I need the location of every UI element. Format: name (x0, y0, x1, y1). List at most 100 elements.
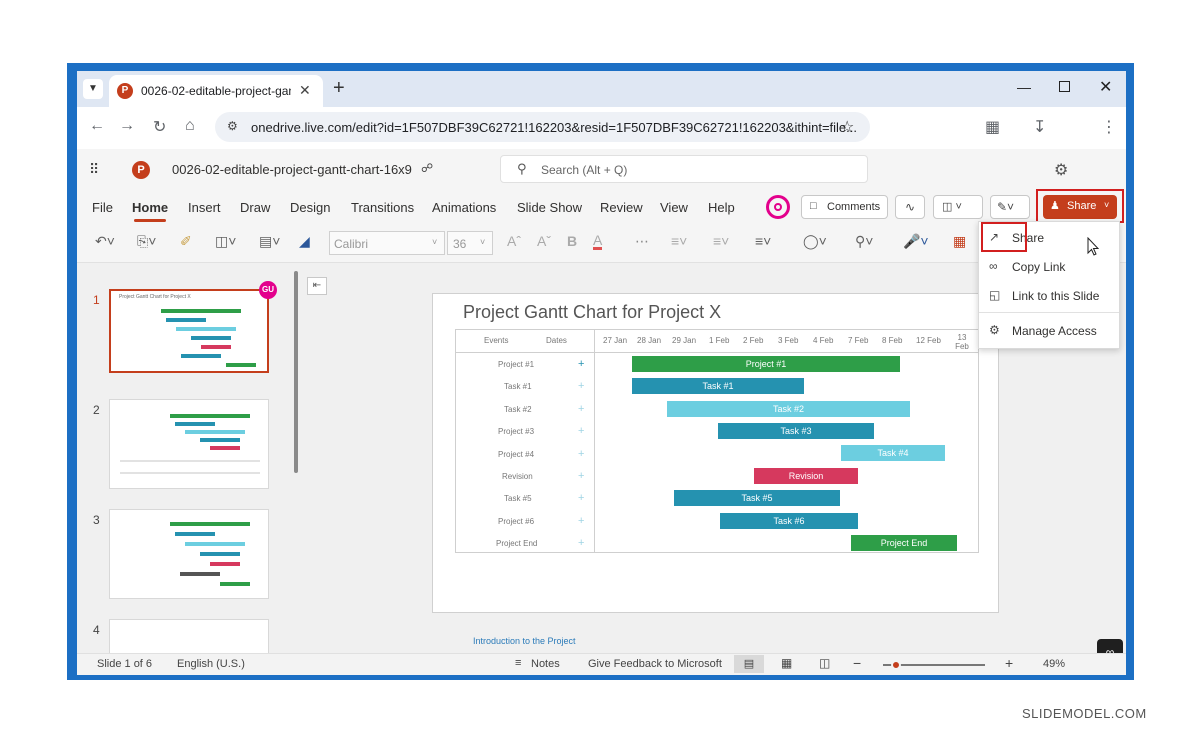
intro-link[interactable]: Introduction to the Project (473, 636, 576, 646)
add-row-icon[interactable]: + (578, 537, 585, 549)
activity-button[interactable]: ∿ (895, 195, 925, 219)
numbering-icon[interactable]: ≡˅ (713, 233, 730, 249)
tab-animations[interactable]: Animations (432, 200, 497, 215)
slide-thumbnail-2[interactable] (109, 399, 269, 489)
reload-icon[interactable]: ↻ (153, 119, 167, 136)
menu-item-link-to-slide[interactable]: ◱ Link to this Slide (979, 283, 1121, 309)
gantt-bar[interactable]: Task #1 (632, 378, 804, 394)
gantt-bar[interactable]: Revision (754, 468, 858, 484)
dictate-icon[interactable]: 🎤˅ (903, 233, 929, 249)
editing-mode-button[interactable]: ✎˅ (990, 195, 1030, 219)
slide-thumbnail-1[interactable]: Project Gantt Chart for Project X (109, 289, 269, 373)
comments-button[interactable]: □ Comments (801, 195, 888, 219)
tab-transitions[interactable]: Transitions (351, 200, 415, 215)
tab-view[interactable]: View (660, 200, 688, 215)
share-button[interactable]: ♟ Share ˅ (1043, 195, 1117, 219)
gantt-bar[interactable]: Task #2 (667, 401, 910, 417)
add-row-icon[interactable]: + (578, 492, 585, 504)
grow-font-icon[interactable]: Aˆ (507, 233, 521, 249)
language-indicator[interactable]: English (U.S.) (177, 658, 245, 670)
gantt-bar[interactable]: Task #3 (718, 423, 874, 439)
app-launcher-icon[interactable]: ⠿ (89, 161, 101, 177)
slide-title[interactable]: Project Gantt Chart for Project X (463, 302, 722, 322)
new-tab-button[interactable]: + (333, 77, 345, 99)
tab-design[interactable]: Design (290, 200, 331, 215)
menu-item-share[interactable]: ↗ Share (979, 225, 1121, 251)
settings-gear-icon[interactable]: ⚙ (1054, 162, 1069, 179)
site-settings-icon[interactable]: ⚙ (227, 119, 238, 133)
add-row-icon[interactable]: + (578, 470, 585, 482)
url-text[interactable]: onedrive.live.com/edit?id=1F507DBF39C627… (251, 120, 857, 135)
undo-icon[interactable]: ↶˅ (95, 233, 115, 249)
browser-menu-icon[interactable]: ⋮ (1101, 119, 1117, 136)
extensions-icon[interactable]: ▦ (985, 119, 1001, 136)
menu-item-manage-access[interactable]: ⚙ Manage Access (979, 318, 1121, 344)
shapes-icon[interactable]: ◯˅ (803, 233, 827, 249)
slide-canvas[interactable]: Project Gantt Chart for Project X Events… (432, 293, 999, 646)
close-window-icon[interactable]: ✕ (1099, 79, 1113, 96)
add-row-icon[interactable]: + (578, 380, 585, 392)
minimize-icon[interactable]: — (1017, 79, 1031, 95)
record-icon[interactable] (766, 195, 790, 219)
font-color-icon[interactable]: A (593, 232, 603, 250)
slide-thumbnail-3[interactable] (109, 509, 269, 599)
shrink-font-icon[interactable]: Aˇ (537, 233, 551, 249)
align-icon[interactable]: ≡˅ (755, 233, 772, 249)
designer-icon[interactable]: ▦ (953, 233, 967, 249)
download-icon[interactable]: ↧ (1033, 119, 1047, 136)
layout-icon[interactable]: ▤˅ (259, 233, 281, 249)
font-name-dropdown[interactable]: Calibri ˅ (329, 231, 445, 255)
slide-sorter-icon[interactable]: ▦ (781, 656, 793, 670)
zoom-in-icon[interactable]: + (1005, 655, 1014, 671)
normal-view-button[interactable]: ▤ (734, 655, 764, 673)
collapse-pane-button[interactable]: ⇤ (307, 277, 327, 295)
file-name[interactable]: 0026-02-editable-project-gantt-chart-16x… (172, 162, 412, 177)
search-box[interactable]: ⚲ Search (Alt + Q) (500, 155, 868, 183)
back-icon[interactable]: ← (89, 117, 105, 134)
gantt-bar[interactable]: Task #5 (674, 490, 840, 506)
add-row-icon[interactable]: + (578, 515, 585, 527)
home-icon[interactable]: ⌂ (185, 117, 195, 134)
format-painter-icon[interactable]: ✐ (180, 233, 192, 249)
tab-draw[interactable]: Draw (240, 200, 271, 215)
zoom-out-icon[interactable]: − (853, 655, 862, 671)
bullets-icon[interactable]: ≡˅ (671, 233, 688, 249)
notes-button[interactable]: Notes (531, 658, 560, 670)
maximize-icon[interactable] (1059, 81, 1070, 92)
new-slide-icon[interactable]: ◫˅ (215, 233, 237, 249)
reading-view-icon[interactable]: ◫ (819, 656, 831, 670)
gantt-bar[interactable]: Task #6 (720, 513, 858, 529)
bold-icon[interactable]: B (567, 233, 578, 249)
font-size-dropdown[interactable]: 36 ˅ (447, 231, 493, 255)
gantt-bar[interactable]: Task #4 (841, 445, 945, 461)
add-row-icon[interactable]: + (578, 358, 585, 370)
close-tab-icon[interactable]: ✕ (299, 82, 311, 98)
find-icon[interactable]: ⚲˅ (855, 233, 874, 249)
gantt-bar[interactable]: Project End (851, 535, 957, 551)
tab-insert[interactable]: Insert (188, 200, 221, 215)
tab-help[interactable]: Help (708, 200, 735, 215)
tab-review[interactable]: Review (600, 200, 643, 215)
more-icon[interactable]: ⋯ (635, 233, 649, 249)
slide-thumbnail-4[interactable] (109, 619, 269, 659)
add-row-icon[interactable]: + (578, 425, 585, 437)
gantt-bar[interactable]: Project #1 (632, 356, 900, 372)
omnibox[interactable]: ⚙ onedrive.live.com/edit?id=1F507DBF39C6… (215, 112, 870, 142)
forward-icon[interactable]: → (119, 117, 135, 134)
bookmark-star-icon[interactable]: ☆ (840, 119, 855, 136)
feedback-link[interactable]: Give Feedback to Microsoft (588, 658, 722, 670)
add-row-icon[interactable]: + (578, 403, 585, 415)
design-icon[interactable]: ◢ (299, 233, 310, 249)
tab-home[interactable]: Home (132, 200, 169, 215)
tab-slide-show[interactable]: Slide Show (517, 200, 583, 215)
thumbnail-scrollbar[interactable] (294, 271, 298, 473)
present-button[interactable]: ◫ ˅ (933, 195, 983, 219)
zoom-slider[interactable] (883, 660, 985, 670)
tab-list-button[interactable]: ▼ (83, 79, 103, 99)
tab-file[interactable]: File (92, 200, 113, 215)
zoom-slider-thumb[interactable] (891, 660, 901, 670)
add-row-icon[interactable]: + (578, 448, 585, 460)
menu-item-copy-link[interactable]: ∞ Copy Link (979, 254, 1121, 280)
browser-tab[interactable]: P 0026-02-editable-project-gantt ✕ (109, 75, 323, 107)
paste-icon[interactable]: ⎘˅ (137, 233, 157, 249)
